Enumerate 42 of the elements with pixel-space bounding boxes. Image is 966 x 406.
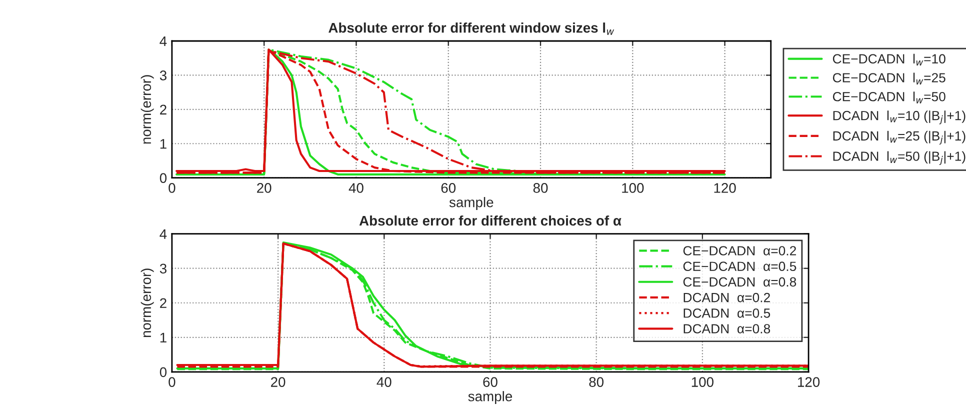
x-tick-label: 0 xyxy=(168,183,176,193)
y-tick-label: 4 xyxy=(160,229,167,239)
x-tick-label: 120 xyxy=(798,377,820,387)
legend-label: CE−DCADN l$_{w}$=25 xyxy=(832,72,946,84)
x-axis-title: sample xyxy=(449,197,494,210)
y-tick-label: 1 xyxy=(160,332,166,342)
y-tick-label: 4 xyxy=(160,36,167,46)
y-tick-label: 3 xyxy=(160,70,166,80)
x-tick-label: 40 xyxy=(348,183,364,193)
x-tick-label: 0 xyxy=(168,377,176,387)
legend-label: DCADN α=0.8 xyxy=(684,324,770,334)
y-tick-label: 1 xyxy=(160,139,166,149)
legend-label: DCADN α=0.5 xyxy=(684,308,770,318)
legend-label: DCADN l$_{w}$=10 (|B$_{j}$|+1) xyxy=(833,110,966,124)
chart-title: Absolute error for different choices of α xyxy=(359,215,622,226)
legend-label: DCADN l$_{w}$=50 (|B$_{j}$|+1) xyxy=(833,151,966,165)
y-tick-label: 3 xyxy=(160,264,166,274)
legend-label: CE−DCADN l$_{w}$=10 xyxy=(832,54,946,66)
y-axis-title: norm(error) xyxy=(140,75,154,144)
legend-label: CE−DCADN l$_{w}$=50 xyxy=(832,92,946,104)
y-tick-label: 0 xyxy=(160,367,167,378)
x-tick-label: 120 xyxy=(714,183,736,193)
legend-label: CE−DCADN α=0.8 xyxy=(683,277,796,287)
x-tick-label: 100 xyxy=(622,183,644,193)
legend-label: DCADN l$_{w}$=25 (|B$_{j}$|+1) xyxy=(833,130,966,145)
x-tick-label: 20 xyxy=(257,183,272,193)
y-tick-label: 2 xyxy=(160,298,166,308)
chart-title: Absolute error for different window sizes l$_{w}$ xyxy=(328,22,614,35)
x-tick-label: 100 xyxy=(692,377,714,387)
x-tick-label: 80 xyxy=(589,377,604,387)
x-tick-label: 20 xyxy=(271,377,286,387)
x-axis-title: sample xyxy=(468,391,512,404)
legend-label: DCADN α=0.2 xyxy=(684,292,770,302)
y-axis-title: norm(error) xyxy=(140,268,154,338)
y-tick-label: 0 xyxy=(160,173,167,183)
legend-label: CE−DCADN α=0.5 xyxy=(683,262,796,272)
legend-label: CE−DCADN α=0.2 xyxy=(683,246,796,256)
x-tick-label: 80 xyxy=(533,183,548,193)
x-tick-label: 60 xyxy=(441,183,456,193)
x-tick-label: 40 xyxy=(376,377,392,387)
x-tick-label: 60 xyxy=(483,377,498,387)
y-tick-label: 2 xyxy=(160,104,166,114)
